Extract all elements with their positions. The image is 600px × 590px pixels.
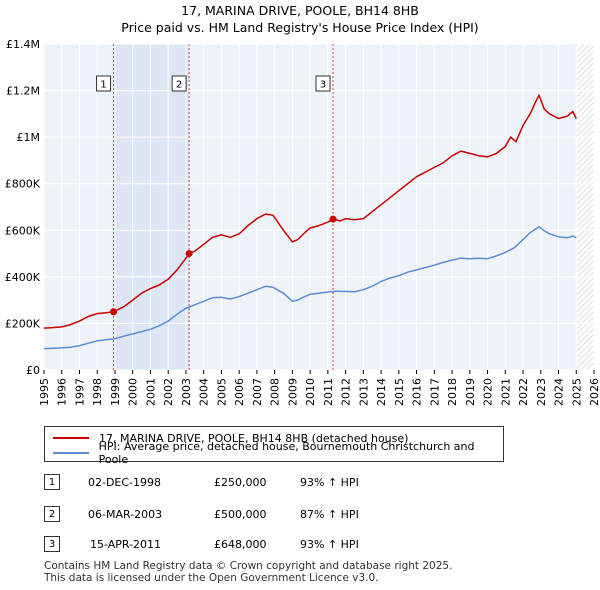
legend: 17, MARINA DRIVE, POOLE, BH14 8HB (detac… <box>44 426 504 466</box>
x-tick-label: 1997 <box>73 378 86 406</box>
y-tick-label: £600K <box>5 224 41 237</box>
x-tick-label: 2026 <box>588 378 600 406</box>
sale-hpi-change: 93% ↑ HPI <box>300 538 359 551</box>
x-tick-label: 2001 <box>144 378 157 406</box>
x-tick-label: 2021 <box>499 378 512 406</box>
sale-label-box <box>171 75 187 92</box>
x-tick-label: 1998 <box>91 378 104 406</box>
chart-subtitle: Price paid vs. HM Land Registry's House … <box>121 20 479 35</box>
property-series-line <box>43 94 577 329</box>
hpi-series-line <box>43 226 577 350</box>
x-tick-label: 2020 <box>482 378 495 406</box>
grid <box>43 43 595 371</box>
x-tick-label: 2023 <box>535 378 548 406</box>
x-tick-label: 2008 <box>269 378 282 406</box>
sale-row: 3 15-APR-2011 £648,000 93% ↑ HPI <box>44 536 444 554</box>
sale-row: 2 06-MAR-2003 £500,000 87% ↑ HPI <box>44 506 444 524</box>
x-tick-label: 2025 <box>570 378 583 406</box>
sale-label-number: 2 <box>176 80 182 91</box>
sale-row: 1 02-DEC-1998 £250,000 93% ↑ HPI <box>44 474 444 492</box>
x-tick-label: 2012 <box>340 378 353 406</box>
sale-price: £648,000 <box>214 538 267 551</box>
y-tick-label: £1.4M <box>6 38 40 51</box>
footer-licence: This data is licensed under the Open Gov… <box>44 572 379 584</box>
x-tick-label: 2016 <box>411 378 424 406</box>
footer: Contains HM Land Registry data © Crown c… <box>44 560 452 584</box>
x-tick-label: 2004 <box>198 378 211 406</box>
legend-swatch-property <box>53 437 89 439</box>
future-hatch <box>576 44 594 370</box>
sale-point <box>329 215 337 223</box>
x-tick-label: 2000 <box>127 378 140 406</box>
y-tick-label: £1.2M <box>6 85 40 98</box>
x-tick-label: 2024 <box>553 378 566 406</box>
legend-item-property: 17, MARINA DRIVE, POOLE, BH14 8HB (detac… <box>53 431 408 445</box>
sale-badge: 1 <box>44 474 60 490</box>
price-chart: £0 £200K £400K £600K £800K £1M £1.2M £1.4M 1995 1… <box>5 38 600 406</box>
x-tick-label: 2009 <box>286 378 299 406</box>
series-layer <box>43 94 577 350</box>
x-tick-label: 2022 <box>517 378 530 406</box>
x-tick-label: 2005 <box>215 378 228 406</box>
sale-point <box>185 250 193 258</box>
sale-label-number: 3 <box>320 80 326 91</box>
x-tick-label: 2019 <box>464 378 477 406</box>
x-tick-label: 2006 <box>233 378 246 406</box>
x-tick-label: 2011 <box>322 378 335 406</box>
y-tick-label: £800K <box>5 178 41 191</box>
sale-hpi-change: 93% ↑ HPI <box>300 476 359 489</box>
sale-badge: 3 <box>44 536 60 552</box>
sale-point <box>110 308 118 316</box>
sale-label-box <box>96 75 112 92</box>
ownership-shade <box>113 44 190 370</box>
sale-date: 15-APR-2011 <box>90 538 162 551</box>
x-tick-label: 2018 <box>446 378 459 406</box>
sale-hpi-change: 87% ↑ HPI <box>300 508 359 521</box>
legend-swatch-hpi <box>53 452 89 454</box>
sale-date: 02-DEC-1998 <box>88 476 162 489</box>
y-tick-label: £400K <box>5 271 41 284</box>
sale-label-number: 1 <box>100 80 106 91</box>
x-tick-label: 1996 <box>56 378 69 406</box>
x-tick-label: 2010 <box>304 378 317 406</box>
legend-item-hpi: HPI: Average price, detached house, Bour… <box>53 440 503 466</box>
legend-label-hpi: HPI: Average price, detached house, Bour… <box>98 440 475 466</box>
sale-badge: 2 <box>44 506 60 522</box>
x-tick-label: 2007 <box>251 378 264 406</box>
x-tick-label: 2003 <box>180 378 193 406</box>
sale-date: 06-MAR-2003 <box>88 508 163 521</box>
x-tick-label: 2002 <box>162 378 175 406</box>
x-tick-label: 2014 <box>375 378 388 406</box>
sale-label-box <box>315 75 331 92</box>
sale-markers: 1 2 3 <box>96 44 337 370</box>
footer-copyright: Contains HM Land Registry data © Crown c… <box>44 560 453 572</box>
axis-labels: £0 £200K £400K £600K £800K £1M £1.2M £1.4M 1995 1… <box>5 38 600 406</box>
x-tick-label: 2017 <box>428 378 441 406</box>
plot-background <box>44 44 594 370</box>
sale-price: £250,000 <box>214 476 267 489</box>
x-tick-label: 2015 <box>393 378 406 406</box>
y-tick-label: £200K <box>5 317 41 330</box>
y-tick-label: £1M <box>17 131 41 144</box>
chart-title-main: 17, MARINA DRIVE, POOLE, BH14 8HB <box>181 3 419 18</box>
sale-price: £500,000 <box>214 508 267 521</box>
x-tick-label: 2013 <box>357 378 370 406</box>
chart-title: 17, MARINA DRIVE, POOLE, BH14 8HB Price … <box>0 2 600 36</box>
y-tick-label: £0 <box>26 364 40 377</box>
x-tick-label: 1999 <box>109 378 122 406</box>
x-tick-label: 1995 <box>38 378 51 406</box>
legend-label-property: 17, MARINA DRIVE, POOLE, BH14 8HB (detac… <box>99 431 409 445</box>
